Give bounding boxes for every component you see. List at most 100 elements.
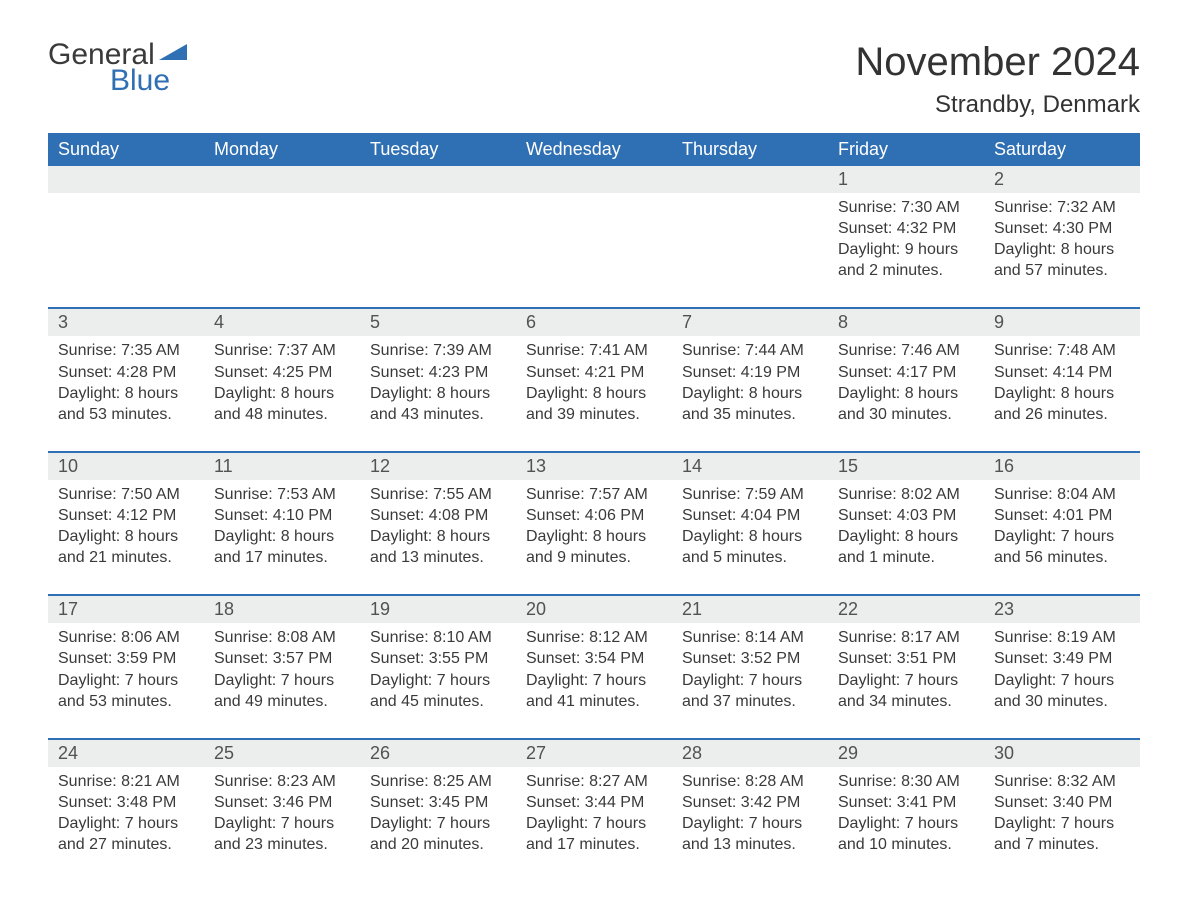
day-cell: 16Sunrise: 8:04 AMSunset: 4:01 PMDayligh… bbox=[984, 453, 1140, 594]
day-sunrise: Sunrise: 8:32 AM bbox=[994, 771, 1130, 792]
day-number: 9 bbox=[984, 309, 1140, 336]
day-cell: 13Sunrise: 7:57 AMSunset: 4:06 PMDayligh… bbox=[516, 453, 672, 594]
day-d2: and 1 minute. bbox=[838, 547, 974, 568]
day-d2: and 35 minutes. bbox=[682, 404, 818, 425]
day-cell: 23Sunrise: 8:19 AMSunset: 3:49 PMDayligh… bbox=[984, 596, 1140, 737]
day-cell: 7Sunrise: 7:44 AMSunset: 4:19 PMDaylight… bbox=[672, 309, 828, 450]
day-cell: 8Sunrise: 7:46 AMSunset: 4:17 PMDaylight… bbox=[828, 309, 984, 450]
day-d1: Daylight: 8 hours bbox=[838, 526, 974, 547]
day-d1: Daylight: 7 hours bbox=[838, 813, 974, 834]
day-d2: and 7 minutes. bbox=[994, 834, 1130, 855]
day-d2: and 23 minutes. bbox=[214, 834, 350, 855]
day-d1: Daylight: 8 hours bbox=[526, 526, 662, 547]
day-sunset: Sunset: 3:40 PM bbox=[994, 792, 1130, 813]
day-sunrise: Sunrise: 7:39 AM bbox=[370, 340, 506, 361]
day-d2: and 34 minutes. bbox=[838, 691, 974, 712]
day-sunset: Sunset: 4:21 PM bbox=[526, 362, 662, 383]
day-number: 24 bbox=[48, 740, 204, 767]
day-d1: Daylight: 7 hours bbox=[214, 813, 350, 834]
day-d1: Daylight: 8 hours bbox=[214, 383, 350, 404]
day-number: 1 bbox=[828, 166, 984, 193]
day-sunset: Sunset: 4:03 PM bbox=[838, 505, 974, 526]
day-d1: Daylight: 7 hours bbox=[58, 670, 194, 691]
day-cell: 1Sunrise: 7:30 AMSunset: 4:32 PMDaylight… bbox=[828, 166, 984, 307]
day-number: 12 bbox=[360, 453, 516, 480]
day-sunrise: Sunrise: 7:53 AM bbox=[214, 484, 350, 505]
day-d1: Daylight: 7 hours bbox=[526, 670, 662, 691]
day-sunrise: Sunrise: 7:46 AM bbox=[838, 340, 974, 361]
day-sunset: Sunset: 3:54 PM bbox=[526, 648, 662, 669]
day-sunset: Sunset: 3:52 PM bbox=[682, 648, 818, 669]
day-number-empty bbox=[48, 166, 204, 193]
day-number: 17 bbox=[48, 596, 204, 623]
day-number: 4 bbox=[204, 309, 360, 336]
day-sunset: Sunset: 4:14 PM bbox=[994, 362, 1130, 383]
day-d2: and 5 minutes. bbox=[682, 547, 818, 568]
day-number: 15 bbox=[828, 453, 984, 480]
day-sunrise: Sunrise: 7:41 AM bbox=[526, 340, 662, 361]
day-cell: 10Sunrise: 7:50 AMSunset: 4:12 PMDayligh… bbox=[48, 453, 204, 594]
logo: General Blue bbox=[48, 40, 187, 96]
day-sunrise: Sunrise: 7:35 AM bbox=[58, 340, 194, 361]
day-sunrise: Sunrise: 8:04 AM bbox=[994, 484, 1130, 505]
day-cell: 6 Sunrise: 7:41 AMSunset: 4:21 PMDaylight… bbox=[516, 309, 672, 450]
calendar: SundayMondayTuesdayWednesdayThursdayFrid… bbox=[48, 133, 1140, 881]
title-block: November 2024 Strandby, Denmark bbox=[855, 40, 1140, 119]
day-cell bbox=[672, 166, 828, 307]
day-sunset: Sunset: 4:32 PM bbox=[838, 218, 974, 239]
day-d1: Daylight: 8 hours bbox=[370, 526, 506, 547]
day-number: 14 bbox=[672, 453, 828, 480]
day-cell: 30Sunrise: 8:32 AMSunset: 3:40 PMDayligh… bbox=[984, 740, 1140, 881]
day-cell bbox=[204, 166, 360, 307]
day-d2: and 13 minutes. bbox=[370, 547, 506, 568]
day-cell: 19Sunrise: 8:10 AMSunset: 3:55 PMDayligh… bbox=[360, 596, 516, 737]
day-d1: Daylight: 8 hours bbox=[682, 383, 818, 404]
day-number-empty bbox=[516, 166, 672, 193]
logo-part2: Blue bbox=[110, 66, 187, 96]
day-sunset: Sunset: 4:04 PM bbox=[682, 505, 818, 526]
logo-text: General Blue bbox=[48, 40, 187, 96]
day-d1: Daylight: 8 hours bbox=[370, 383, 506, 404]
day-d2: and 39 minutes. bbox=[526, 404, 662, 425]
day-cell: 21Sunrise: 8:14 AMSunset: 3:52 PMDayligh… bbox=[672, 596, 828, 737]
day-sunset: Sunset: 4:01 PM bbox=[994, 505, 1130, 526]
day-d2: and 21 minutes. bbox=[58, 547, 194, 568]
day-d2: and 56 minutes. bbox=[994, 547, 1130, 568]
day-cell: 27Sunrise: 8:27 AMSunset: 3:44 PMDayligh… bbox=[516, 740, 672, 881]
day-sunset: Sunset: 4:10 PM bbox=[214, 505, 350, 526]
day-d1: Daylight: 8 hours bbox=[838, 383, 974, 404]
day-cell: 26Sunrise: 8:25 AMSunset: 3:45 PMDayligh… bbox=[360, 740, 516, 881]
day-sunset: Sunset: 3:57 PM bbox=[214, 648, 350, 669]
day-cell: 12Sunrise: 7:55 AMSunset: 4:08 PMDayligh… bbox=[360, 453, 516, 594]
day-d2: and 27 minutes. bbox=[58, 834, 194, 855]
day-d2: and 37 minutes. bbox=[682, 691, 818, 712]
day-sunrise: Sunrise: 7:44 AM bbox=[682, 340, 818, 361]
day-number: 27 bbox=[516, 740, 672, 767]
day-number: 22 bbox=[828, 596, 984, 623]
day-sunrise: Sunrise: 7:50 AM bbox=[58, 484, 194, 505]
day-number: 5 bbox=[360, 309, 516, 336]
day-cell: 11Sunrise: 7:53 AMSunset: 4:10 PMDayligh… bbox=[204, 453, 360, 594]
day-sunrise: Sunrise: 8:19 AM bbox=[994, 627, 1130, 648]
day-d1: Daylight: 8 hours bbox=[526, 383, 662, 404]
day-d1: Daylight: 8 hours bbox=[214, 526, 350, 547]
day-d1: Daylight: 7 hours bbox=[994, 526, 1130, 547]
day-sunset: Sunset: 3:41 PM bbox=[838, 792, 974, 813]
day-sunrise: Sunrise: 8:02 AM bbox=[838, 484, 974, 505]
day-cell: 2Sunrise: 7:32 AMSunset: 4:30 PMDaylight… bbox=[984, 166, 1140, 307]
day-d1: Daylight: 7 hours bbox=[370, 670, 506, 691]
day-sunrise: Sunrise: 8:28 AM bbox=[682, 771, 818, 792]
day-sunset: Sunset: 3:45 PM bbox=[370, 792, 506, 813]
location: Strandby, Denmark bbox=[855, 91, 1140, 119]
calendar-grid: 1Sunrise: 7:30 AMSunset: 4:32 PMDaylight… bbox=[48, 166, 1140, 881]
day-cell: 5Sunrise: 7:39 AMSunset: 4:23 PMDaylight… bbox=[360, 309, 516, 450]
day-cell: 9Sunrise: 7:48 AMSunset: 4:14 PMDaylight… bbox=[984, 309, 1140, 450]
day-d2: and 53 minutes. bbox=[58, 404, 194, 425]
day-sunset: Sunset: 4:28 PM bbox=[58, 362, 194, 383]
day-cell: 3Sunrise: 7:35 AMSunset: 4:28 PMDaylight… bbox=[48, 309, 204, 450]
day-number: 6 bbox=[516, 309, 672, 336]
day-sunset: Sunset: 3:44 PM bbox=[526, 792, 662, 813]
day-cell bbox=[360, 166, 516, 307]
day-d2: and 49 minutes. bbox=[214, 691, 350, 712]
day-sunset: Sunset: 3:59 PM bbox=[58, 648, 194, 669]
